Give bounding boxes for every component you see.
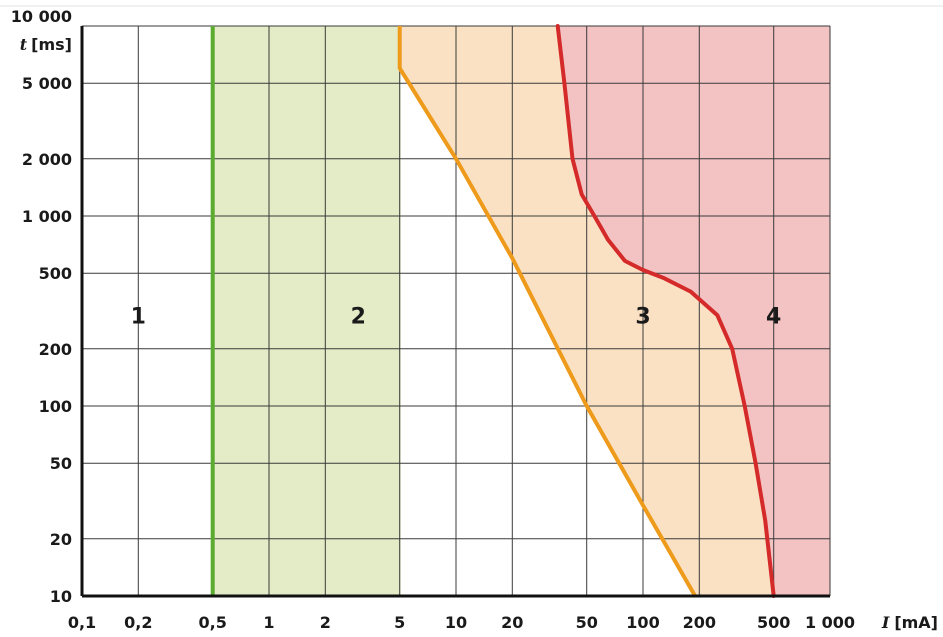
y-tick-label: 200 [39, 340, 72, 359]
y-tick-label: 5 000 [22, 74, 72, 93]
x-axis-label: I [mA] [881, 613, 938, 632]
y-tick-label: 20 [50, 530, 72, 549]
zone-label-1: 1 [131, 304, 146, 329]
zone-4-fill [557, 26, 830, 596]
x-tick-label: 50 [576, 613, 598, 632]
zone-label-4: 4 [766, 304, 781, 329]
zone-label-3: 3 [635, 304, 650, 329]
x-tick-label: 0,5 [199, 613, 227, 632]
x-tick-label: 1 000 [805, 613, 855, 632]
x-tick-label: 5 [394, 613, 405, 632]
x-tick-label: 500 [757, 613, 790, 632]
series-line-orange [397, 26, 697, 597]
x-tick-label: 20 [501, 613, 523, 632]
x-tick-label: 10 [445, 613, 467, 632]
series [210, 24, 776, 598]
y-tick-label: 10 [50, 587, 72, 606]
x-tick-label: 2 [320, 613, 331, 632]
x-axis-symbol: I [881, 613, 890, 632]
x-tick-label: 1 [263, 613, 274, 632]
y-axis-symbol: t [20, 35, 28, 54]
y-tick-label: 500 [39, 264, 72, 283]
zone-label-2: 2 [351, 304, 366, 329]
y-axis-label: t [ms] [20, 35, 72, 54]
y-tick-label: 1 000 [22, 207, 72, 226]
x-tick-label: 0,1 [68, 613, 96, 632]
series-line-red [555, 24, 776, 598]
y-tick-label: 10 000 [11, 7, 72, 26]
x-tick-label: 100 [626, 613, 659, 632]
risk-zones [212, 26, 830, 596]
x-tick-label: 200 [683, 613, 716, 632]
axes [80, 26, 830, 598]
zone-2-fill [212, 26, 401, 596]
labels: 0,1 0,2 0,5 1 2 5 10 20 50 100 200 500 1 000 10 20 50 10… [11, 7, 938, 632]
y-axis-unit: [ms] [31, 35, 72, 54]
y-tick-label: 100 [39, 397, 72, 416]
x-axis-unit: [mA] [894, 613, 938, 632]
y-tick-label: 2 000 [22, 150, 72, 169]
y-tick-label: 50 [50, 454, 72, 473]
x-tick-label: 0,2 [124, 613, 152, 632]
